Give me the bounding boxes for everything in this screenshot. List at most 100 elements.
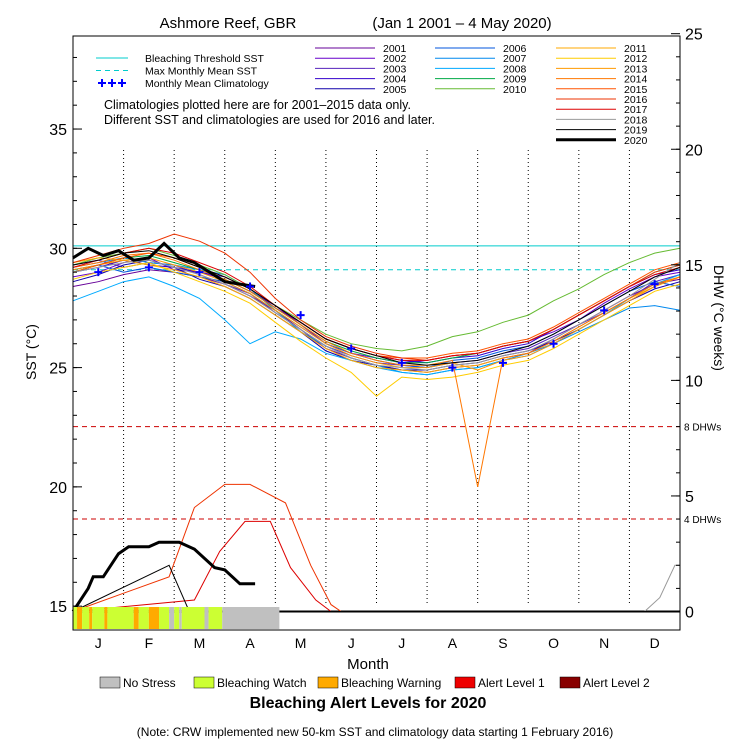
climatology-point [448,363,457,372]
legend-label: Monthly Mean Climatology [145,78,269,90]
chart-title: Ashmore Reef, GBR [160,15,297,32]
sst-series-line [72,262,681,397]
alert-segment [181,607,205,629]
x-tick-label: J [348,635,355,651]
climatology-point [549,339,558,348]
x-tick-label: N [599,635,609,651]
year-legend-label: 2004 [383,74,407,86]
sst-series-line [72,247,681,352]
year-legend-label: 2005 [383,84,407,96]
alert-segment [133,607,139,629]
year-legend-label: 2017 [624,104,648,116]
climatology-point [94,268,103,277]
climatology-point [498,358,507,367]
alert-segment [73,607,78,629]
climatology-point [296,311,305,320]
legend-label: Bleaching Threshold SST [145,53,264,65]
sst-series-line [72,259,681,371]
alert-segment [158,607,170,629]
year-legend-label: 2012 [624,53,648,65]
y-right-tick-label: 0 [685,605,694,622]
alert-segment [208,607,223,629]
alert-segment [174,607,180,629]
year-legend-label: 2008 [503,63,527,75]
dhw-series-line [72,564,680,612]
alert-segment [107,607,134,629]
y-left-label: SST (°C) [23,324,39,380]
year-legend-label: 2016 [624,94,648,106]
reference-line-label: 8 DHWs [684,423,721,434]
alert-segment [92,607,105,629]
reference-line-label: 4 DHWs [684,515,721,526]
alert-legend-label: Alert Level 2 [583,676,650,690]
sst-series-line [72,241,256,288]
x-tick-label: D [650,635,660,651]
alert-legend-swatch [454,676,476,689]
alert-legend-label: Alert Level 1 [478,676,545,690]
sst-series-line [72,257,681,371]
y-right-label: DHW (°C weeks) [711,265,727,371]
chart-note-line: Different SST and climatologies are used… [104,113,435,127]
alert-legend-swatch [193,676,215,689]
alert-segment [204,607,209,629]
year-legend-label: 2019 [624,125,648,137]
alert-legend: No Stress Bleaching Watch Bleaching Warnin… [99,676,650,690]
climatology-point [144,263,153,272]
chart-note-line: Climatologies plotted here are for 2001–… [104,98,411,112]
y-left-tick-label: 20 [49,480,67,497]
alert-legend-swatch [317,676,339,689]
y-right-tick-label: 15 [685,258,703,275]
year-legend-label: 2018 [624,114,648,126]
climatology-point [650,280,659,289]
alert-segment [138,607,149,629]
climatology-point [600,306,609,315]
dhw-series-line [73,564,680,612]
year-legend-label: 2002 [383,53,407,65]
year-legend-label: 2003 [383,63,407,75]
plot-border [72,35,681,631]
climatology-point [347,344,356,353]
climatology-point [195,268,204,277]
y-left-tick-label: 15 [49,599,67,616]
dhw-series-line [72,483,680,612]
alert-legend-title: Bleaching Alert Levels for 2020 [250,695,487,712]
x-tick-label: A [245,635,255,651]
dhw-series-line [72,520,680,612]
plot-area: 8 DHWs 4 DHWs 15 20 25 30 35 0 5 10 15 20 25 J F M A M J J A… [49,27,721,651]
year-legend-label: 2009 [503,74,527,86]
year-legend-label: 2015 [624,84,648,96]
y-right-tick-label: 10 [685,373,703,390]
x-tick-label: O [548,635,559,651]
alert-legend-label: No Stress [123,676,176,690]
y-right-tick-label: 25 [685,27,703,44]
alert-segment [179,607,182,629]
x-axis-label: Month [347,656,389,673]
x-tick-label: M [194,635,206,651]
year-legend-label: 2006 [503,43,527,55]
y-left-tick-label: 30 [49,241,67,258]
climatology-point [246,282,255,291]
legend-swatch [118,79,126,87]
dhw-series-line [71,540,256,613]
sst-series-line [72,274,681,376]
alert-segment [89,607,93,629]
year-legend-label: 2001 [383,43,407,55]
alert-segment [148,607,159,629]
x-tick-label: A [448,635,458,651]
climatology-point [397,358,406,367]
x-tick-label: J [398,635,405,651]
footer-note: (Note: CRW implemented new 50-km SST and… [137,725,613,739]
x-tick-label: M [295,635,307,651]
year-legend-label: 2014 [624,74,648,86]
legend-swatch [108,79,116,87]
y-right-tick-label: 20 [685,142,703,159]
alert-legend-label: Bleaching Warning [341,676,441,690]
alert-segment [169,607,175,629]
sst-series-line [72,252,681,487]
y-right-tick-label: 5 [685,489,694,506]
alert-legend-label: Bleaching Watch [217,676,307,690]
alert-segment [82,607,90,629]
x-tick-label: F [145,635,154,651]
alert-legend-swatch [99,676,121,689]
